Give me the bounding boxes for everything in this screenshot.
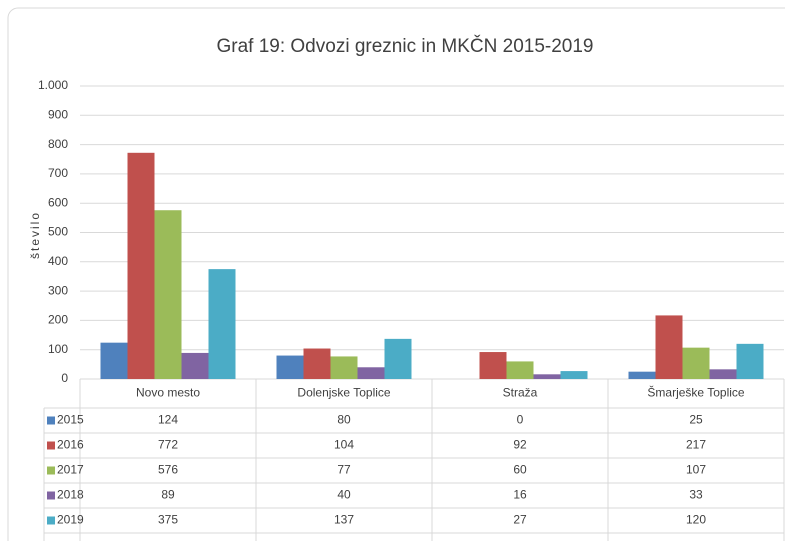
bar — [154, 210, 182, 379]
bar — [208, 269, 236, 379]
x-tick-label: Novo mesto — [136, 386, 200, 400]
legend-label: 2015 — [57, 413, 84, 427]
y-tick-label: 500 — [48, 225, 68, 239]
bar — [709, 369, 737, 379]
table-value: 0 — [517, 413, 524, 427]
y-tick-label: 100 — [48, 342, 68, 356]
y-tick-label: 200 — [48, 313, 68, 327]
bar — [736, 343, 764, 379]
legend-label: 2018 — [57, 488, 84, 502]
y-tick-label: 900 — [48, 107, 68, 121]
y-tick-label: 600 — [48, 195, 68, 209]
bar — [682, 347, 710, 379]
bar — [479, 352, 507, 379]
table-value: 25 — [689, 413, 703, 427]
y-axis-label: število — [28, 211, 42, 259]
legend-swatch — [47, 516, 55, 525]
table-value: 104 — [334, 438, 354, 452]
legend-swatch — [47, 441, 55, 450]
legend-swatch — [47, 491, 55, 500]
table-value: 33 — [689, 488, 703, 502]
y-tick-label: 0 — [61, 371, 68, 385]
x-tick-label: Straža — [503, 386, 538, 400]
table-value: 137 — [334, 513, 354, 527]
legend-label: 2019 — [57, 513, 84, 527]
table-value: 217 — [686, 438, 706, 452]
legend-swatch — [47, 416, 55, 425]
bar — [506, 361, 534, 379]
bar — [357, 367, 385, 379]
y-tick-label: 1.000 — [38, 78, 68, 92]
table-value: 92 — [513, 438, 527, 452]
bar — [276, 355, 304, 379]
bar — [100, 342, 128, 379]
bar — [560, 371, 588, 379]
table-value: 27 — [513, 513, 527, 527]
table-value: 120 — [686, 513, 706, 527]
bar — [181, 352, 209, 379]
bar — [127, 152, 155, 379]
legend-label: 2017 — [57, 463, 84, 477]
bar — [655, 315, 683, 379]
y-tick-label: 700 — [48, 166, 68, 180]
bar — [628, 371, 656, 379]
table-value: 16 — [513, 488, 527, 502]
y-tick-label: 300 — [48, 283, 68, 297]
bar — [384, 338, 412, 379]
bar — [303, 348, 331, 379]
table-value: 772 — [158, 438, 178, 452]
y-tick-label: 400 — [48, 254, 68, 268]
table-value: 375 — [158, 513, 178, 527]
bar — [533, 374, 561, 379]
bar — [330, 356, 358, 379]
table-value: 576 — [158, 463, 178, 477]
y-tick-label: 800 — [48, 137, 68, 151]
table-value: 80 — [337, 413, 351, 427]
x-tick-label: Dolenjske Toplice — [297, 386, 390, 400]
legend-label: 2016 — [57, 438, 84, 452]
legend-swatch — [47, 466, 55, 475]
table-value: 124 — [158, 413, 178, 427]
table-value: 77 — [337, 463, 351, 477]
table-value: 107 — [686, 463, 706, 477]
x-tick-label: Šmarješke Toplice — [647, 385, 744, 400]
table-value: 60 — [513, 463, 527, 477]
table-value: 40 — [337, 488, 351, 502]
chart-title: Graf 19: Odvozi greznic in MKČN 2015-201… — [216, 35, 593, 57]
table-value: 89 — [161, 488, 175, 502]
chart-border — [7, 7, 785, 541]
